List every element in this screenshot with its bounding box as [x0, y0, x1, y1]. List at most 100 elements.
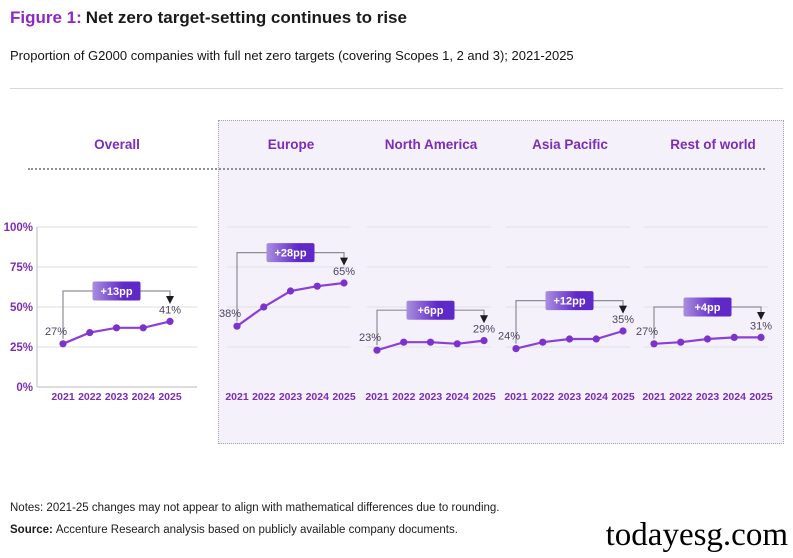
y-tick-label: 50% [10, 302, 33, 314]
data-point [373, 346, 381, 354]
figure-title: Net zero target-setting continues to ris… [85, 8, 407, 27]
x-tick-label: 2022 [669, 391, 693, 403]
change-badge-label: +12pp [553, 296, 585, 308]
panel-header-overall: Overall [94, 137, 140, 152]
x-tick-label: 2021 [642, 391, 666, 403]
x-tick-label: 2023 [558, 391, 582, 403]
x-tick-label: 2023 [419, 391, 443, 403]
arrow-down-icon [340, 257, 348, 266]
change-badge [545, 291, 594, 311]
change-badge-label: +28pp [274, 248, 306, 260]
panel-chart-rest-of-world: +4pp 27% 31% 2021 2022 2023 2024 2025 [636, 226, 773, 403]
arrow-down-icon [619, 305, 627, 314]
regional-panels-background [218, 120, 784, 444]
data-point [650, 340, 658, 348]
x-tick-label: 2025 [472, 391, 496, 403]
x-tick-label: 2025 [332, 391, 356, 403]
start-value-label: 23% [359, 332, 381, 344]
data-point [260, 303, 268, 311]
start-value-label: 27% [45, 326, 67, 338]
y-tick-label: 100% [4, 222, 33, 234]
x-tick-label: 2025 [158, 391, 182, 403]
panel-header-asia-pacific: Asia Pacific [532, 137, 608, 152]
x-tick-label: 2024 [585, 391, 609, 403]
panel-header-rest-of-world: Rest of world [670, 137, 756, 152]
figure-title-row: Figure 1: Net zero target-setting continu… [10, 8, 407, 28]
x-tick-label: 2023 [279, 391, 303, 403]
data-point [59, 340, 67, 348]
data-point [757, 333, 765, 341]
y-tick-label: 0% [16, 382, 33, 394]
y-tick-label: 25% [10, 342, 33, 354]
end-value-label: 31% [750, 320, 772, 332]
x-tick-label: 2022 [252, 391, 276, 403]
change-badge-label: +4pp [695, 302, 721, 314]
data-point [453, 340, 461, 348]
x-tick-label: 2022 [78, 391, 102, 403]
end-value-label: 29% [473, 324, 495, 336]
data-point [313, 282, 321, 290]
change-badge [266, 243, 315, 263]
x-tick-label: 2022 [531, 391, 555, 403]
data-point [539, 338, 547, 346]
y-tick-label: 75% [10, 262, 33, 274]
x-tick-label: 2024 [446, 391, 470, 403]
x-tick-label: 2024 [132, 391, 156, 403]
x-tick-label: 2024 [723, 391, 747, 403]
source-label: Source: [10, 524, 53, 536]
panel-chart-europe: +28pp 38% 65% 2021 2022 2023 2024 2025 [219, 226, 356, 403]
start-value-label: 27% [636, 326, 658, 338]
arrow-down-icon [480, 315, 488, 324]
arrow-down-icon [166, 296, 174, 304]
change-badge [406, 300, 455, 320]
data-point [730, 333, 738, 341]
change-bracket [236, 252, 345, 322]
data-point [400, 338, 408, 346]
data-point [426, 338, 435, 346]
x-tick-label: 2021 [225, 391, 249, 403]
header-underline [28, 168, 765, 170]
data-point [480, 337, 488, 345]
watermark: todayesg.com [605, 517, 788, 553]
start-value-label: 24% [498, 331, 520, 343]
divider [10, 88, 783, 89]
x-tick-label: 2023 [696, 391, 720, 403]
end-value-label: 35% [612, 314, 634, 326]
x-tick-label: 2021 [365, 391, 389, 403]
data-point [565, 335, 574, 343]
change-badge [683, 297, 732, 317]
data-point [112, 324, 121, 332]
x-tick-label: 2025 [611, 391, 635, 403]
data-point [166, 317, 174, 325]
change-badge [92, 281, 141, 301]
end-value-label: 41% [159, 304, 181, 316]
notes-text: Notes: 2021-25 changes may not appear to… [10, 502, 500, 514]
arrow-down-icon [757, 312, 765, 320]
data-point [340, 279, 348, 287]
panel-header-north-america: North America [384, 137, 478, 152]
data-point [233, 322, 241, 330]
x-tick-label: 2024 [306, 391, 330, 403]
x-tick-label: 2023 [105, 391, 129, 403]
figure-number-label: Figure 1: [10, 8, 82, 27]
panel-chart-north-america: +6pp 23% 29% 2021 2022 2023 2024 2025 [359, 226, 496, 403]
data-point [677, 338, 685, 346]
source-text-row: Source: Accenture Research analysis based… [10, 524, 458, 536]
start-value-label: 38% [219, 308, 241, 320]
source-text: Accenture Research analysis based on pub… [55, 524, 458, 536]
chart-region: Overall Europe North America Asia Pacifi… [0, 95, 793, 455]
data-point [619, 327, 627, 335]
data-point [512, 345, 520, 353]
data-point [86, 329, 94, 337]
data-point [286, 287, 295, 295]
figure-subtitle: Proportion of G2000 companies with full … [10, 48, 574, 63]
data-point [703, 335, 712, 343]
x-tick-label: 2025 [749, 391, 773, 403]
x-tick-label: 2022 [392, 391, 416, 403]
x-tick-label: 2021 [504, 391, 528, 403]
panel-chart-asia-pacific: +12pp 24% 35% 2021 2022 2023 2024 2025 [498, 226, 635, 403]
x-tick-label: 2021 [51, 391, 75, 403]
panel-header-europe: Europe [267, 137, 315, 152]
